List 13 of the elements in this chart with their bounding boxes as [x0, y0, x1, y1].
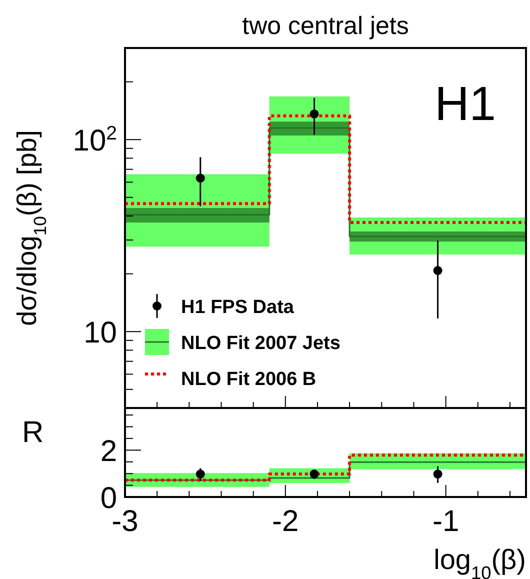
annotation: H1	[434, 78, 496, 131]
y-tick-label: 0	[100, 482, 117, 515]
chart-title: two central jets	[242, 12, 409, 40]
y-tick-label: 2	[100, 435, 117, 468]
y-axis-title: R	[22, 416, 44, 449]
x-tick-label: -1	[432, 505, 460, 538]
x-tick-label: -2	[272, 505, 299, 538]
legend-label: NLO Fit 2007 Jets	[181, 333, 340, 354]
y-tick-label: 10$^{2}$	[72, 122, 117, 158]
legend-label: NLO Fit 2006 B	[181, 369, 316, 390]
x-axis-title: log$_{10}$(β)	[434, 544, 526, 579]
legend-label: H1 FPS Data	[181, 297, 294, 318]
y-tick-label: 10	[84, 316, 117, 350]
